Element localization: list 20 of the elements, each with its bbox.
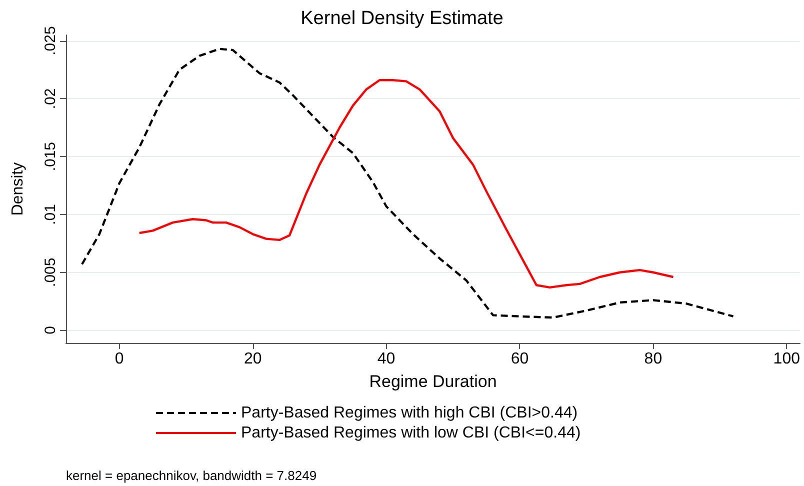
y-tick-label: 0 xyxy=(42,326,59,334)
x-tick-label: 100 xyxy=(773,350,800,368)
y-tick-label: .015 xyxy=(42,142,59,172)
y-tick-label: .025 xyxy=(42,26,59,56)
x-axis-title: Regime Duration xyxy=(369,372,497,391)
text: kernel = epanechnikov, bandwidth = 7.8249 xyxy=(66,468,317,483)
x-tick-label: 60 xyxy=(510,350,529,368)
y-tick-label: .005 xyxy=(42,258,59,287)
x-tick-label: 40 xyxy=(377,350,396,368)
line-series xyxy=(138,79,674,289)
y-tick-label: .02 xyxy=(42,88,59,110)
legend-label: Party-Based Regimes with high CBI (CBI>0.44) xyxy=(241,404,578,422)
y-axis-title: Density xyxy=(10,162,26,216)
chart-title: Kernel Density Estimate xyxy=(300,8,504,29)
line-series xyxy=(80,48,734,319)
x-tick-label: 80 xyxy=(644,350,662,368)
y-tick-label: .01 xyxy=(42,204,59,225)
x-tick-label: 20 xyxy=(244,350,262,368)
x-tick-label: 0 xyxy=(114,350,124,368)
legend-label: Party-Based Regimes with low CBI (CBI<=0.44) xyxy=(241,424,581,442)
